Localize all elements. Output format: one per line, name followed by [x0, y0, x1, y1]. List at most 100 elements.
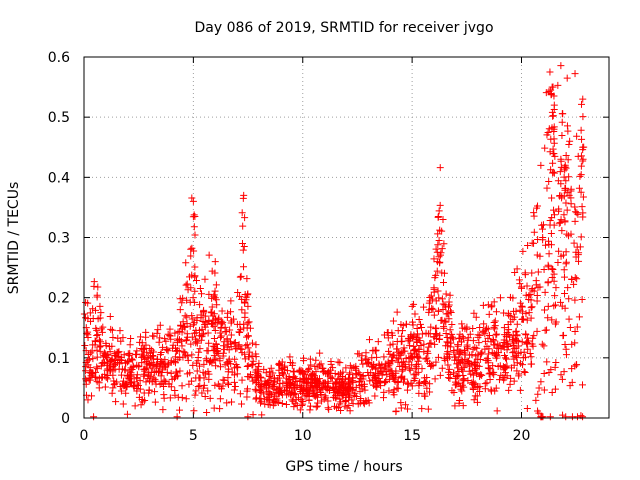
data-point: [433, 258, 441, 266]
data-point: [430, 311, 438, 319]
data-point: [555, 207, 563, 215]
data-point: [492, 308, 500, 316]
data-point: [108, 389, 116, 397]
data-point: [243, 393, 251, 401]
data-point: [238, 400, 246, 408]
data-point: [252, 341, 260, 349]
data-point: [544, 129, 552, 137]
data-point: [352, 393, 360, 401]
data-point: [524, 242, 532, 250]
x-axis-label: GPS time / hours: [285, 459, 402, 475]
data-point: [227, 308, 235, 316]
data-point: [82, 299, 90, 307]
data-point: [421, 377, 429, 385]
data-point: [219, 349, 227, 357]
data-point: [440, 323, 448, 331]
data-point: [288, 361, 296, 369]
data-point: [533, 204, 541, 212]
data-point: [389, 351, 397, 359]
data-point: [156, 367, 164, 375]
data-point: [366, 377, 374, 385]
data-point: [438, 269, 446, 277]
data-point: [180, 323, 188, 331]
data-point: [85, 376, 93, 384]
data-point: [551, 363, 559, 371]
data-point: [167, 369, 175, 377]
data-point: [449, 335, 457, 343]
data-point: [523, 282, 531, 290]
data-point: [299, 386, 307, 394]
data-point: [316, 386, 324, 394]
data-point: [342, 397, 350, 405]
data-point: [503, 372, 511, 380]
data-point: [212, 281, 220, 289]
data-point: [576, 172, 584, 180]
data-point: [549, 150, 557, 158]
data-point: [144, 375, 152, 383]
data-point: [423, 354, 431, 362]
data-point: [438, 245, 446, 253]
data-point: [427, 323, 435, 331]
data-point: [236, 273, 244, 281]
data-point: [241, 214, 249, 222]
data-point: [405, 354, 413, 362]
data-point: [561, 161, 569, 169]
data-point: [380, 331, 388, 339]
data-point: [195, 374, 203, 382]
data-point: [240, 263, 248, 271]
data-point: [519, 354, 527, 362]
data-point: [405, 365, 413, 373]
data-point: [281, 366, 289, 374]
data-point: [435, 294, 443, 302]
data-point: [238, 376, 246, 384]
data-point: [312, 391, 320, 399]
data-point: [507, 318, 515, 326]
data-point: [411, 310, 419, 318]
data-point: [375, 360, 383, 368]
data-point: [214, 347, 222, 355]
data-point: [244, 344, 252, 352]
data-point: [446, 334, 454, 342]
data-point: [324, 404, 332, 412]
data-point: [550, 169, 558, 177]
data-point: [317, 391, 325, 399]
data-point: [564, 156, 572, 164]
data-point: [384, 328, 392, 336]
data-point: [548, 389, 556, 397]
data-point: [308, 379, 316, 387]
data-point: [108, 326, 116, 334]
data-point: [401, 375, 409, 383]
data-point: [202, 312, 210, 320]
data-point: [396, 363, 404, 371]
data-point: [162, 337, 170, 345]
data-point: [138, 339, 146, 347]
data-point: [439, 216, 447, 224]
data-point: [183, 320, 191, 328]
data-point: [295, 394, 303, 402]
data-point: [233, 370, 241, 378]
data-point: [181, 323, 189, 331]
data-point: [525, 292, 533, 300]
data-point: [110, 377, 118, 385]
data-point: [450, 348, 458, 356]
data-point: [434, 287, 442, 295]
data-point: [532, 277, 540, 285]
data-point: [550, 125, 558, 133]
data-point: [485, 365, 493, 373]
data-point: [463, 325, 471, 333]
data-point: [579, 95, 587, 103]
data-point: [94, 331, 102, 339]
data-point: [203, 347, 211, 355]
data-point: [549, 266, 557, 274]
data-point: [192, 327, 200, 335]
data-point: [260, 365, 268, 373]
data-point: [188, 333, 196, 341]
data-point: [256, 387, 264, 395]
data-point: [342, 396, 350, 404]
data-point: [109, 334, 117, 342]
data-point: [579, 113, 587, 121]
data-point: [166, 325, 174, 333]
data-point: [96, 338, 104, 346]
data-point: [487, 303, 495, 311]
data-point: [191, 272, 199, 280]
